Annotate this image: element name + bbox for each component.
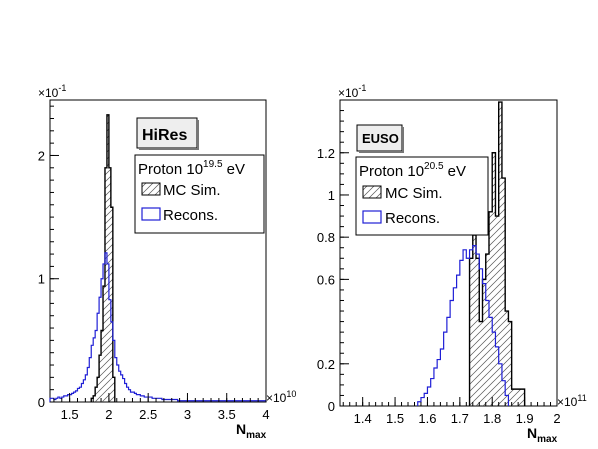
hatch-fill-euso bbox=[469, 102, 525, 407]
series-line-hires-1 bbox=[49, 252, 267, 402]
legend-hires: Proton 1019.5 eV MC Sim. Recons. bbox=[134, 154, 265, 234]
legend-swatch-recons-hires bbox=[141, 207, 161, 221]
x-tick-label: 2 bbox=[105, 407, 112, 422]
y-tick-label: 2 bbox=[38, 148, 45, 163]
badge-box-hires bbox=[136, 117, 198, 149]
x-tick-label: 1.5 bbox=[61, 407, 79, 422]
x-tick-label: 1.7 bbox=[451, 411, 469, 426]
legend-swatch-mc-hires bbox=[141, 182, 161, 196]
series-line-euso-1 bbox=[417, 245, 510, 406]
x-tick-label: 4 bbox=[262, 407, 269, 422]
legend-title-euso: Proton 1020.5 eV bbox=[359, 161, 466, 180]
y-tick-label: 0.6 bbox=[317, 272, 335, 287]
series-line-hires-0 bbox=[90, 114, 116, 402]
mc-sim-histogram-hires bbox=[90, 114, 116, 402]
x-multiplier-euso: ×1011 bbox=[557, 393, 587, 409]
y-axis-hires: 0 1 2 bbox=[38, 105, 59, 410]
y-tick-label: 0.8 bbox=[317, 230, 335, 245]
x-tick-label: 3.5 bbox=[218, 407, 236, 422]
legend-euso: Proton 1020.5 eV MC Sim. Recons. bbox=[355, 156, 489, 236]
x-axis-euso: 1.4 1.5 1.6 1.7 1.8 1.9 2 bbox=[342, 397, 561, 426]
x-tick-label: 2 bbox=[553, 411, 560, 426]
recons-histogram-hires bbox=[49, 252, 267, 402]
x-axis-label-euso: Nmax bbox=[527, 425, 558, 445]
series-line-euso-0 bbox=[468, 101, 526, 406]
x-tick-label: 1.4 bbox=[354, 411, 372, 426]
y-tick-label: 0 bbox=[328, 399, 335, 414]
badge-label-hires: HiRes bbox=[142, 127, 187, 144]
legend-swatch-recons-euso bbox=[362, 210, 382, 224]
panel-euso: 1.4 1.5 1.6 1.7 1.8 1.9 2 0 0.2 0.6 0.8 1 1.2 ×10-1… bbox=[317, 83, 587, 445]
y-tick-label: 1 bbox=[328, 188, 335, 203]
y-multiplier-hires: ×10-1 bbox=[38, 83, 66, 100]
x-tick-label: 3 bbox=[184, 407, 191, 422]
y-axis-euso: 0 0.2 0.6 0.8 1 1.2 bbox=[317, 99, 349, 414]
recons-histogram-euso bbox=[417, 245, 510, 406]
y-tick-label: 0.2 bbox=[317, 357, 335, 372]
y-multiplier-euso: ×10-1 bbox=[338, 83, 366, 100]
x-tick-label: 1.5 bbox=[386, 411, 404, 426]
legend-entry-mc-euso: MC Sim. bbox=[385, 185, 443, 202]
y-tick-label: 1.2 bbox=[317, 146, 335, 161]
x-tick-label: 1.9 bbox=[516, 411, 534, 426]
y-tick-label: 0 bbox=[38, 395, 45, 410]
x-axis-hires: 1.5 2 2.5 3 3.5 4 bbox=[53, 393, 270, 422]
x-multiplier-hires: ×1010 bbox=[266, 389, 296, 405]
legend-title-hires: Proton 1019.5 eV bbox=[138, 159, 245, 178]
y-tick-label: 1 bbox=[38, 272, 45, 287]
x-axis-label-hires: Nmax bbox=[236, 421, 267, 441]
x-tick-label: 1.6 bbox=[418, 411, 436, 426]
legend-entry-mc-hires: MC Sim. bbox=[163, 182, 221, 199]
hatch-fill-hires bbox=[91, 114, 115, 402]
panel-hires: 1.5 2 2.5 3 3.5 4 012 ×10-1 ×1010 Nmax HiRes … bbox=[38, 83, 297, 441]
plot-frame-hires bbox=[49, 99, 267, 403]
x-tick-label: 2.5 bbox=[139, 407, 157, 422]
legend-entry-recons-hires: Recons. bbox=[163, 207, 218, 224]
x-tick-label: 1.8 bbox=[483, 411, 501, 426]
legend-swatch-mc-euso bbox=[362, 185, 382, 199]
plot-frame-euso bbox=[339, 99, 558, 407]
mc-sim-histogram-euso bbox=[468, 101, 526, 407]
legend-entry-recons-euso: Recons. bbox=[385, 210, 440, 227]
badge-label-euso: EUSO bbox=[362, 131, 399, 146]
